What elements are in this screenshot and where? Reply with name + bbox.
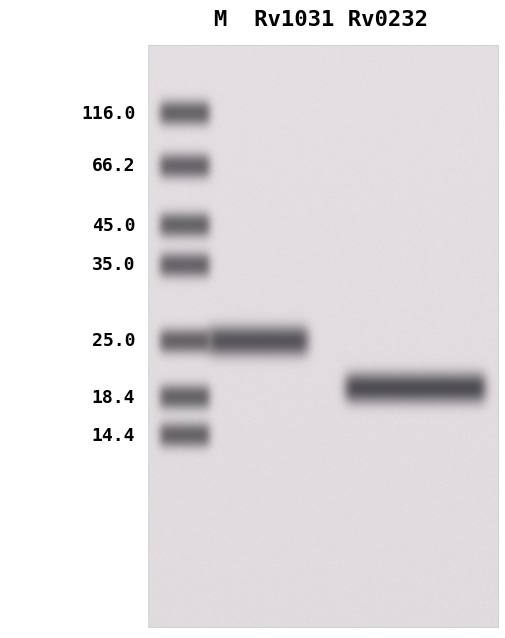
Text: 116.0: 116.0 bbox=[81, 105, 135, 122]
Text: 18.4: 18.4 bbox=[91, 389, 135, 406]
Text: 35.0: 35.0 bbox=[91, 256, 135, 274]
Text: 14.4: 14.4 bbox=[91, 427, 135, 445]
Text: 25.0: 25.0 bbox=[91, 332, 135, 350]
Text: 45.0: 45.0 bbox=[91, 217, 135, 235]
Text: 66.2: 66.2 bbox=[91, 157, 135, 175]
Text: M  Rv1031 Rv0232: M Rv1031 Rv0232 bbox=[213, 10, 427, 30]
